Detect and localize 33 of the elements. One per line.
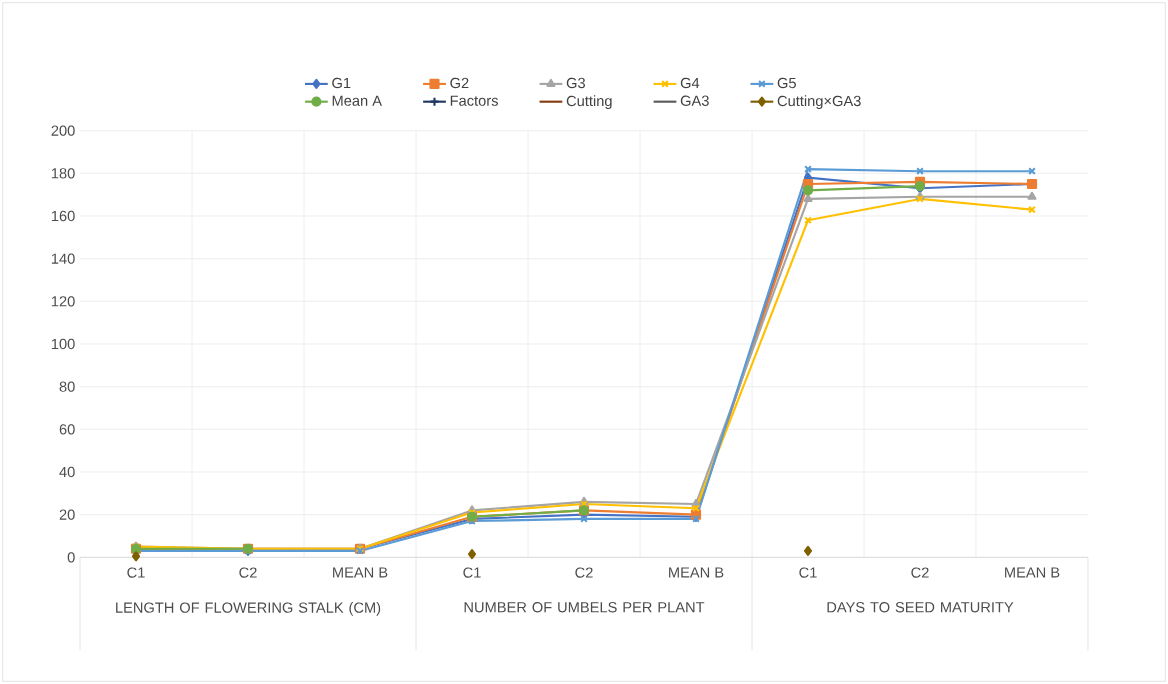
legend-label: G2: [450, 77, 469, 89]
x-tick-label: C2: [575, 567, 593, 578]
y-tick-label: 180: [51, 168, 75, 179]
x-tick-label: MEAN B: [669, 567, 724, 578]
legend-label: G4: [680, 77, 700, 89]
legend-label: G1: [332, 77, 351, 89]
y-tick-label: 200: [51, 125, 75, 136]
legend-label: G3: [566, 77, 585, 89]
y-tick-label: 80: [59, 381, 75, 392]
x-tick-label: MEAN B: [333, 567, 388, 578]
text: LENGTH OF FLOWERING STALK (CM): [116, 602, 381, 616]
x-tick-label: C1: [463, 567, 481, 578]
x-tick-label: MEAN B: [1005, 567, 1060, 578]
legend-label: Cutting: [566, 95, 612, 110]
legend-label: Mean A: [332, 95, 382, 106]
legend-label: GA3: [680, 95, 709, 106]
x-tick-label: C1: [127, 567, 145, 578]
x-tick-label: C1: [799, 567, 817, 578]
y-tick-label: 40: [59, 466, 75, 478]
text: DAYS TO SEED MATURITY: [827, 602, 1014, 613]
legend-label: Factors: [450, 95, 498, 106]
legend-label: Cutting×GA3: [777, 95, 861, 110]
text: NUMBER OF UMBELS PER PLANT: [464, 602, 705, 613]
legend-label: G5: [777, 77, 796, 89]
y-tick-label: 20: [59, 509, 75, 520]
y-tick-label: 60: [59, 424, 75, 435]
y-tick-label: 120: [51, 296, 75, 307]
y-tick-label: 160: [51, 210, 75, 222]
y-tick-label: 0: [67, 552, 75, 563]
x-tick-label: C2: [239, 567, 257, 578]
y-tick-label: 140: [51, 253, 75, 264]
y-tick-label: 100: [51, 338, 75, 350]
x-tick-label: C2: [911, 567, 929, 578]
